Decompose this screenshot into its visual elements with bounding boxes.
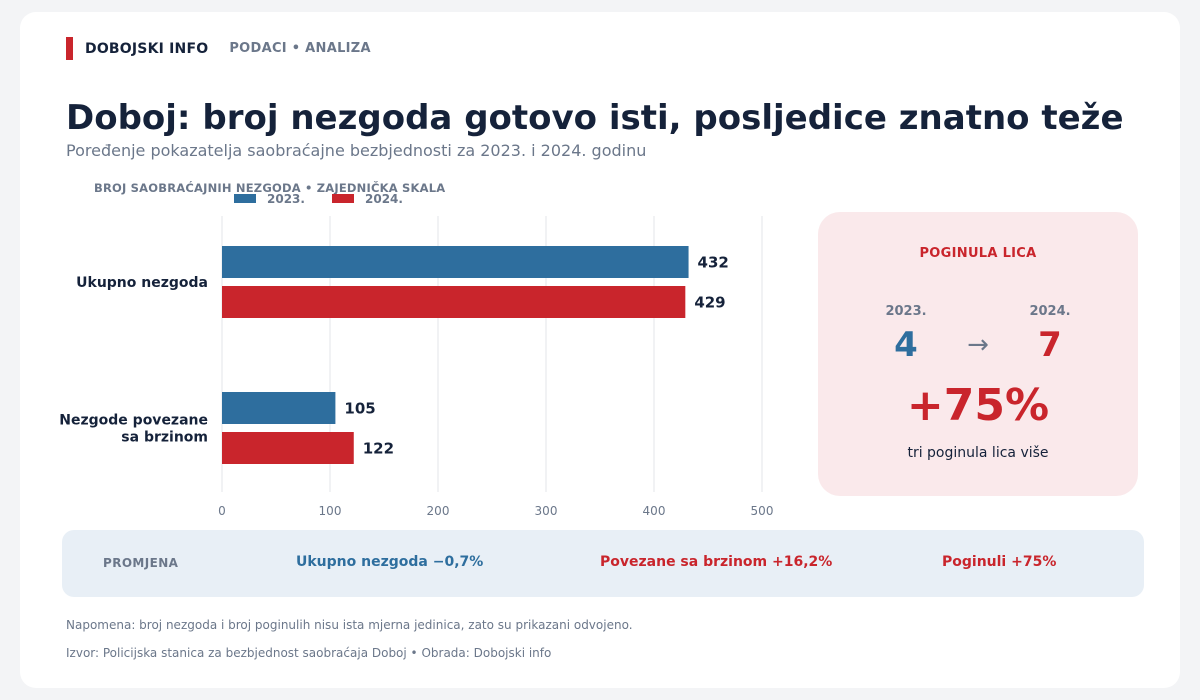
change-speed-accidents: Povezane sa brzinom +16,2% (600, 554, 833, 570)
change-fatalities: Poginuli +75% (942, 554, 1057, 570)
arrow-right-icon: → (967, 330, 989, 360)
change-total-accidents: Ukupno nezgoda −0,7% (296, 554, 484, 570)
brand-name: DOBOJSKI INFO (85, 40, 209, 57)
brand-header: DOBOJSKI INFO PODACI • ANALIZA (66, 37, 371, 60)
footer-source: Izvor: Policijska stanica za bezbjednost… (66, 646, 552, 660)
change-band: PROMJENA Ukupno nezgoda −0,7% Povezane s… (62, 530, 1144, 597)
panel-year-2023: 2023. (885, 304, 927, 319)
panel-title: POGINULA LICA (919, 246, 1037, 261)
page-subtitle: Poređenje pokazatelja saobraćajne bezbje… (66, 141, 647, 160)
panel-change-note: tri poginula lica više (907, 445, 1049, 461)
fatalities-panel: POGINULA LICA 2023. 2024. 4 → 7 +75% tri… (818, 212, 1138, 496)
panel-value-2024: 7 (1038, 325, 1062, 365)
panel-change-percent: +75% (906, 380, 1050, 431)
chart-label: BROJ SAOBRAĆAJNIH NEZGODA • ZAJEDNIČKA S… (94, 181, 446, 195)
footer-note: Napomena: broj nezgoda i broj poginulih … (66, 618, 633, 632)
brand-tags: PODACI • ANALIZA (229, 41, 371, 56)
change-band-label: PROMJENA (103, 556, 179, 570)
panel-value-2023: 4 (894, 325, 918, 365)
page-title: Doboj: broj nezgoda gotovo isti, posljed… (66, 98, 1124, 138)
panel-year-2024: 2024. (1029, 304, 1071, 319)
brand-accent-bar (66, 37, 73, 60)
